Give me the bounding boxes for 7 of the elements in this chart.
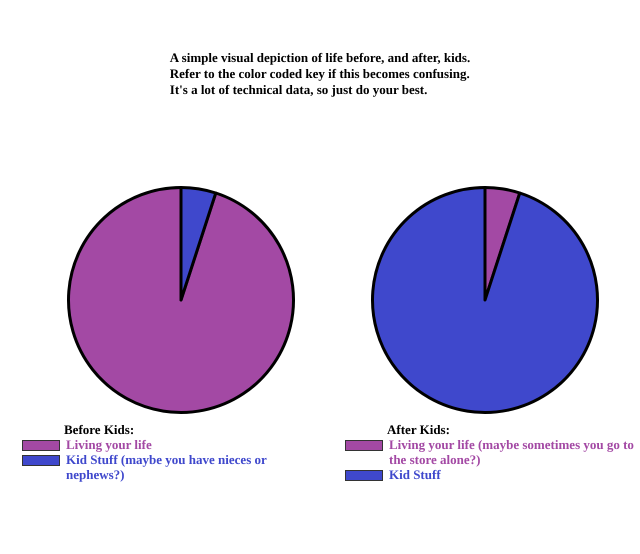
chart-title: A simple visual depiction of life before, and after, kids. Refer to the color coded key if this becomes confusing. It's a lot of technical data, so just do your best. [170,50,470,98]
legend-label: Kid Stuff [389,467,442,482]
legend-label: Living your life [66,437,153,452]
legend-title: After Kids: [387,422,451,437]
legend-title: Before Kids: [64,422,136,437]
legend-label: Living your life (maybe sometimes you go to the store alone?) [389,437,635,467]
legend-label: Kid Stuff (maybe you have nieces or nephews?) [66,452,268,482]
